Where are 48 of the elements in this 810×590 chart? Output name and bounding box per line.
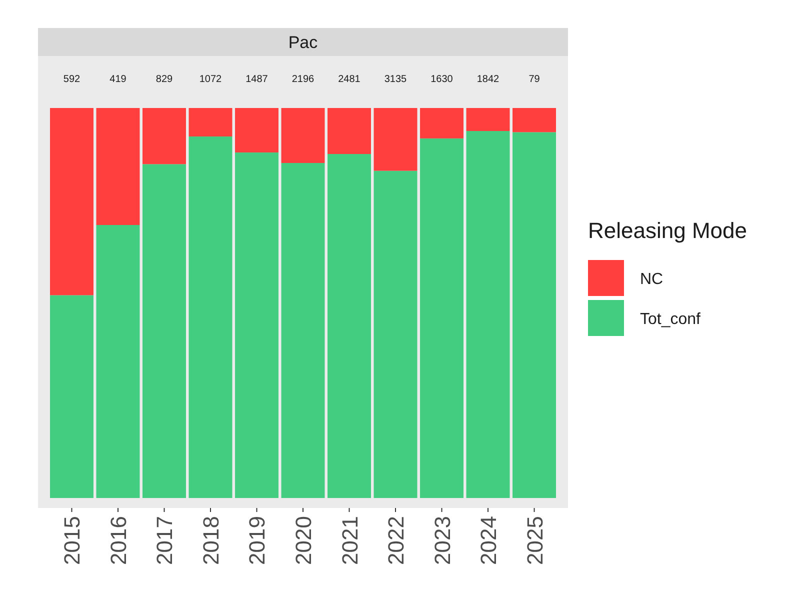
bar (374, 108, 418, 171)
text: 1487 (246, 74, 268, 85)
legend-title: Releasing Mode (588, 218, 747, 243)
bar (328, 108, 371, 154)
x-tick-label: 2024 (476, 516, 502, 565)
bar (328, 154, 371, 498)
text: 2481 (338, 74, 361, 85)
bar (420, 138, 464, 498)
bar (512, 132, 556, 498)
bar (96, 108, 140, 225)
chart-title: Pac (288, 33, 318, 52)
x-tick-label: 2019 (244, 516, 270, 565)
bar (50, 108, 94, 296)
bar (50, 295, 94, 498)
bar (281, 162, 325, 498)
bar (188, 136, 232, 498)
text: 1630 (430, 74, 454, 85)
x-tick-label: 2016 (106, 516, 131, 565)
bar (188, 108, 232, 136)
bar (512, 108, 556, 132)
text: 1072 (199, 74, 222, 85)
bar (281, 108, 325, 163)
x-tick-label: 2020 (291, 516, 316, 565)
bar (235, 108, 278, 152)
x-tick-label: 2023 (430, 516, 455, 565)
x-tick-label: 2025 (522, 516, 548, 565)
bar (142, 108, 186, 164)
text: 419 (110, 74, 127, 85)
bar (235, 152, 278, 498)
x-tick-label: 2017 (152, 516, 178, 565)
x-tick-label: 2015 (60, 516, 85, 565)
bar (466, 108, 510, 132)
bar (96, 225, 140, 498)
text: 592 (63, 74, 81, 85)
text: 79 (528, 74, 540, 85)
x-tick-label: 2022 (384, 516, 409, 565)
bar (466, 131, 510, 498)
x-tick-label: 2018 (198, 516, 224, 565)
bar (420, 108, 464, 138)
text: 829 (156, 74, 174, 85)
text: 2196 (292, 74, 315, 85)
legend-label: Tot_conf (640, 311, 702, 328)
text: 1842 (476, 74, 500, 85)
bar (374, 170, 418, 498)
bar (142, 164, 186, 498)
legend-label: NC (640, 271, 664, 288)
text: 3135 (384, 74, 408, 85)
x-tick-label: 2021 (337, 516, 362, 565)
